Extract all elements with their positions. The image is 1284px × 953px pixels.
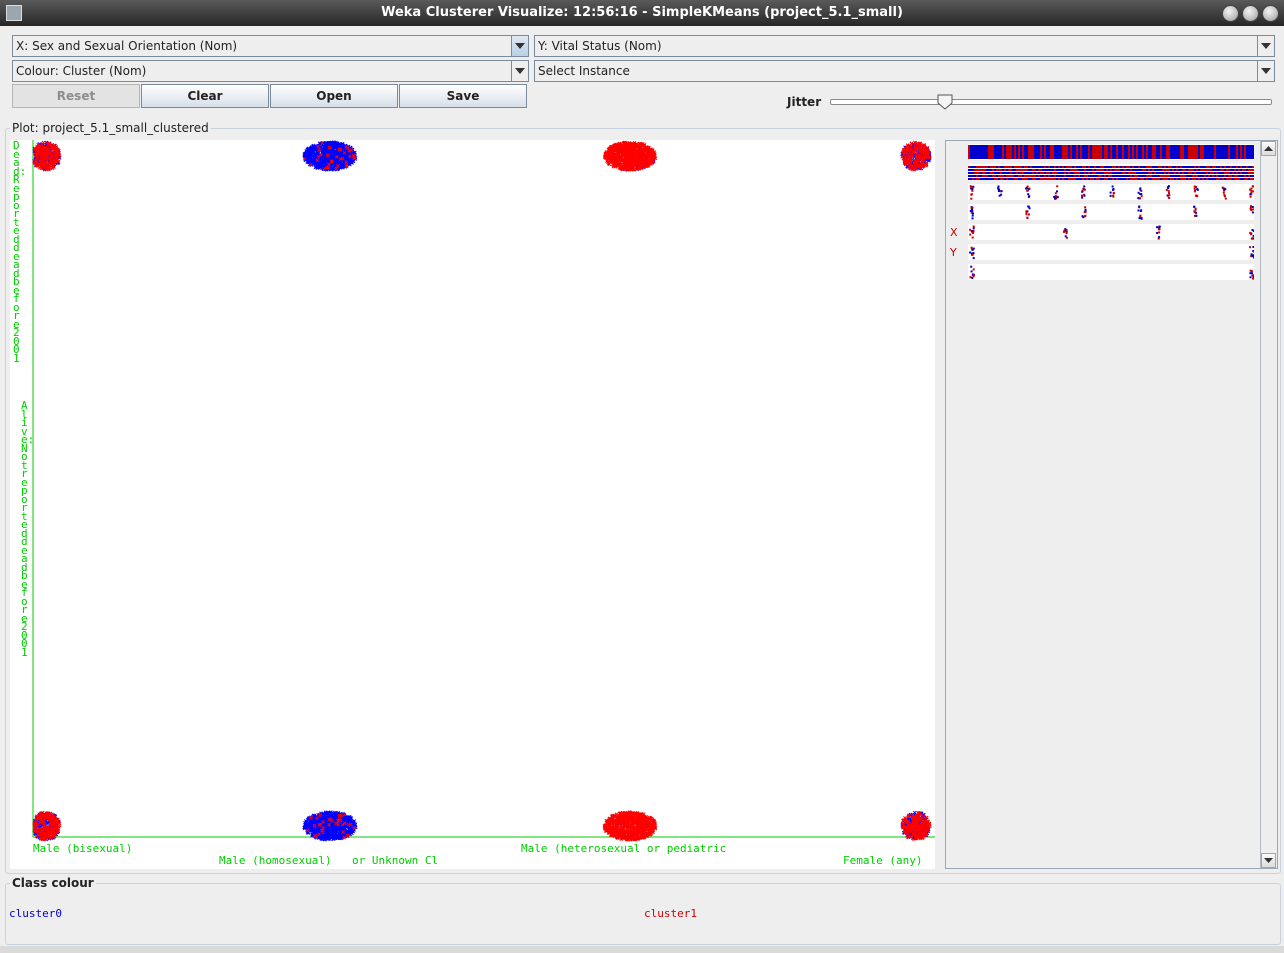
cluster1-points-2-alive [602, 810, 658, 842]
attribute-strip[interactable] [968, 264, 1255, 280]
select-instance-select[interactable]: Select Instance [534, 60, 1275, 82]
scroll-down-button[interactable] [1261, 853, 1276, 868]
reset-button[interactable]: Reset [12, 84, 140, 108]
x-tick-label-heterosexual: Male (heterosexual or pediatric [521, 842, 727, 855]
cluster1-points-1-dead [302, 141, 357, 171]
class-colour-legend: Class colour [10, 876, 96, 890]
cluster1-marks [900, 810, 932, 841]
cluster1-points-0-dead [32, 140, 62, 172]
chevron-down-icon[interactable] [511, 36, 528, 56]
x-axis-select[interactable]: X: Sex and Sexual Orientation (Nom) [12, 35, 529, 57]
scatter-plot-canvas[interactable] [10, 140, 935, 869]
select-instance-value: Select Instance [538, 64, 630, 78]
cluster1-points-2-dead [602, 140, 658, 172]
plot-group [5, 128, 1281, 874]
scroll-up-button[interactable] [1261, 141, 1276, 156]
cluster1-points-3-dead [900, 140, 932, 172]
app-icon [6, 5, 22, 21]
window-title: Weka Clusterer Visualize: 12:56:16 - Sim… [381, 5, 903, 20]
attribute-strip[interactable] [968, 144, 1254, 160]
y-axis-select-value: Y: Vital Status (Nom) [538, 39, 662, 53]
cluster1-marks [32, 140, 62, 172]
attribute-strip-plot [969, 185, 1255, 200]
y-tick-label-dead: Dead: Reported dead before 2001 [13, 139, 33, 365]
cluster1-points-3-alive [900, 810, 932, 841]
close-button[interactable] [1262, 5, 1279, 22]
x-tick-label-female: Female (any) [843, 854, 923, 867]
window-titlebar: Weka Clusterer Visualize: 12:56:16 - Sim… [0, 0, 1284, 26]
save-button[interactable]: Save [399, 84, 527, 108]
y-tick-label-alive: Alive: Not reported dead before 2001 [21, 399, 41, 659]
cluster1-points-1-alive [305, 812, 357, 840]
x-tick-label-bisexual: Male (bisexual) [33, 842, 133, 855]
attribute-strip[interactable] [968, 244, 1255, 260]
attribute-strip[interactable] [968, 184, 1255, 200]
maximize-button[interactable] [1242, 5, 1259, 22]
x-axis-select-value: X: Sex and Sexual Orientation (Nom) [16, 39, 238, 53]
vertical-scrollbar[interactable] [1260, 141, 1277, 868]
x-tick-label-homosexual: Male (homosexual) [219, 854, 332, 867]
cluster1-marks [900, 140, 932, 172]
chevron-down-icon[interactable] [1257, 61, 1274, 81]
jitter-slider-thumb[interactable] [937, 94, 953, 110]
jitter-label: Jitter [787, 95, 822, 109]
attribute-strip-plot [968, 166, 1254, 180]
attribute-bars-panel[interactable]: X Y [945, 140, 1278, 869]
attribute-strip-plot [969, 225, 1255, 240]
cluster1-marks [302, 141, 357, 171]
y-axis-select[interactable]: Y: Vital Status (Nom) [534, 35, 1275, 57]
clear-button[interactable]: Clear [141, 84, 269, 108]
cluster1-points-0-alive [32, 811, 62, 842]
attribute-strip-plot [969, 246, 1255, 260]
y-attribute-marker: Y [950, 246, 957, 259]
x-attribute-marker: X [950, 226, 958, 239]
colour-select-value: Colour: Cluster (Nom) [16, 64, 147, 78]
colour-select[interactable]: Colour: Cluster (Nom) [12, 60, 529, 82]
open-button[interactable]: Open [270, 84, 398, 108]
x-tick-label-unknown: or Unknown Cl [352, 854, 439, 867]
taskbar-strip [0, 946, 1284, 953]
scatter-plot[interactable]: Dead: Reported dead before 2001 Alive: N… [10, 140, 935, 869]
points-layer [32, 140, 932, 842]
attribute-strip[interactable] [968, 164, 1254, 180]
cluster1-marks [305, 812, 357, 840]
cluster1-marks [602, 140, 658, 172]
cluster0-colour-item[interactable]: cluster0 [9, 907, 62, 920]
chevron-down-icon[interactable] [1257, 36, 1274, 56]
class-colour-group [5, 883, 1281, 945]
cluster1-marks [32, 811, 62, 842]
cluster1-marks [602, 810, 658, 842]
attribute-strip[interactable] [968, 224, 1255, 240]
attribute-strip-plot [969, 205, 1255, 220]
attribute-strip-plot [968, 145, 1254, 159]
attribute-strip[interactable] [968, 204, 1255, 220]
cluster1-colour-item[interactable]: cluster1 [644, 907, 697, 920]
attribute-strip-plot [969, 265, 1255, 280]
chevron-down-icon[interactable] [511, 61, 528, 81]
jitter-slider-track[interactable] [830, 99, 1272, 105]
minimize-button[interactable] [1222, 5, 1239, 22]
plot-legend: Plot: project_5.1_small_clustered [10, 121, 211, 135]
